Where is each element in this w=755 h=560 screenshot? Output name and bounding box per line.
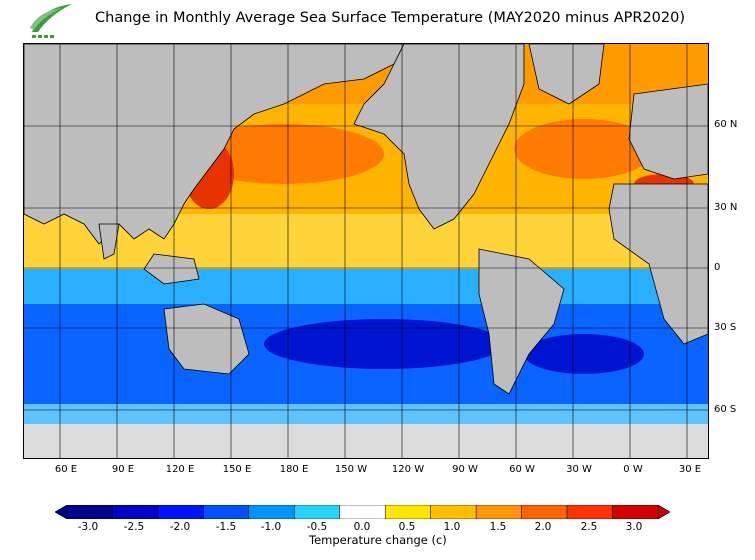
lat-label-30n: 30 N [714, 202, 738, 213]
colorbar-cell [294, 505, 341, 519]
colorbar-right-arrow [657, 505, 670, 519]
lon-label-120e: 120 E [165, 464, 195, 475]
warm-patch-north-pacific [184, 124, 384, 184]
colorbar-tick-0.5: 0.5 [398, 521, 416, 533]
colorbar-title: Temperature change (c) [309, 533, 447, 547]
lon-label-180e: 180 E [279, 464, 309, 475]
colorbar-tick-m0.5: -0.5 [306, 521, 328, 533]
land-south-america [478, 248, 565, 395]
lon-label-0w: 0 W [623, 464, 643, 475]
lon-label-60w: 60 W [509, 464, 535, 475]
colorbar-cell [430, 505, 477, 519]
lon-label-30w: 30 W [566, 464, 592, 475]
lon-label-90w: 90 W [452, 464, 478, 475]
colorbar-cell [521, 505, 568, 519]
colorbar-tick-1.0: 1.0 [443, 521, 461, 533]
colorbar-tick-0.0: 0.0 [353, 521, 371, 533]
land-north-america [353, 44, 525, 230]
colorbar [55, 505, 670, 519]
ocean-equator-cool [24, 269, 708, 304]
cool-patch-south-pacific [264, 319, 504, 369]
colorbar-cell [112, 505, 159, 519]
land-asia [24, 44, 405, 245]
colorbar-tick-1.5: 1.5 [489, 521, 507, 533]
lat-label-30s: 30 S [714, 322, 737, 333]
colorbar-tick-2.0: 2.0 [534, 521, 552, 533]
colorbar-tick-m2.5: -2.5 [123, 521, 145, 533]
colorbar-cell [203, 505, 250, 519]
lon-label-150w: 150 W [334, 464, 368, 475]
ocean-southern-pale [24, 404, 708, 424]
land-europe [628, 83, 708, 180]
colorbar-tick-m3.0: -3.0 [77, 521, 99, 533]
colorbar-cell [157, 505, 204, 519]
colorbar-cell [384, 505, 431, 519]
colorbar-cell [475, 505, 522, 519]
cool-patch-south-atlantic [524, 334, 644, 374]
land-india [98, 223, 120, 260]
antarctic-ice [24, 424, 708, 458]
lon-label-120w: 120 W [391, 464, 425, 475]
colorbar-cell [566, 505, 613, 519]
colorbar-tick-m1.5: -1.5 [215, 521, 237, 533]
chart-title: Change in Monthly Average Sea Surface Te… [95, 10, 686, 26]
colorbar-cell [66, 505, 113, 519]
lat-label-60n: 60 N [714, 119, 738, 130]
colorbar-tick-2.5: 2.5 [580, 521, 598, 533]
warm-patch-north-atlantic [514, 119, 654, 179]
land-greenland [528, 44, 605, 105]
colorbar-tick-m1.0: -1.0 [260, 521, 282, 533]
lon-label-150e: 150 E [222, 464, 252, 475]
lon-label-60e: 60 E [54, 464, 78, 475]
colorbar-cell [612, 505, 659, 519]
lon-label-90e: 90 E [111, 464, 135, 475]
colorbar-tick-3.0: 3.0 [625, 521, 643, 533]
land-maritime-asia [143, 253, 200, 285]
colorbar-cell [248, 505, 295, 519]
land-africa [608, 183, 708, 345]
colorbar-cell [339, 505, 386, 519]
lat-label-60s: 60 S [714, 404, 737, 415]
colorbar-tick-m2.0: -2.0 [169, 521, 191, 533]
land-australia [163, 303, 250, 375]
lon-label-30e: 30 E [678, 464, 702, 475]
colorbar-left-arrow [55, 505, 68, 519]
lat-label-0: 0 [714, 262, 721, 273]
logo-icon [30, 4, 72, 38]
sst-change-map [23, 43, 709, 459]
